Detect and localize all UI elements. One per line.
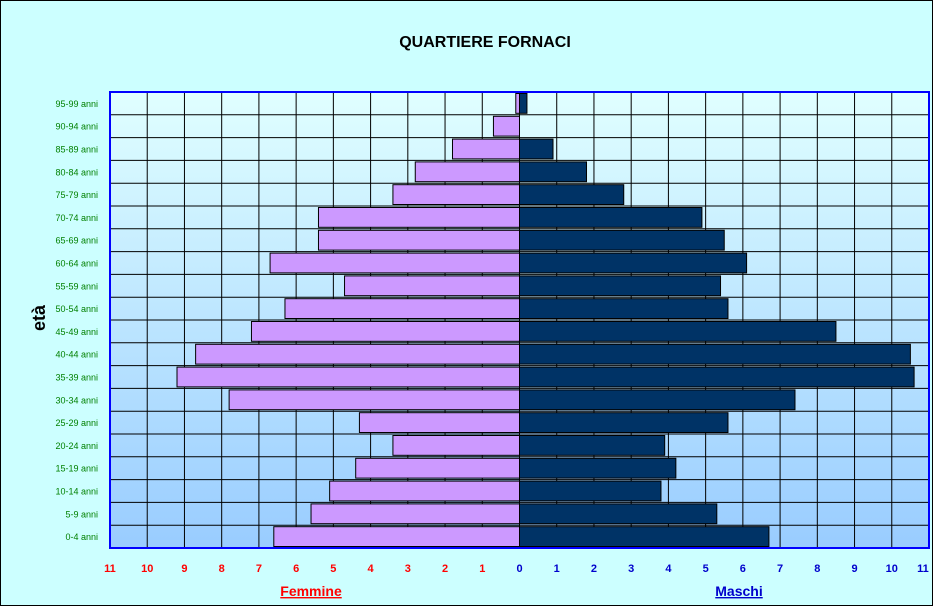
bar-maschi-20-24-anni (519, 435, 666, 456)
bar-femmine-20-24-anni (392, 435, 520, 456)
x-tick-labels: 11 10 9 8 7 6 5 4 3 2 1 0 1 2 3 4 5 6 7 8 9 10 11 (104, 563, 929, 575)
category-label: 60-64 anni (55, 259, 98, 269)
x-tick-label-right: 10 (886, 563, 898, 575)
x-tick-label-right: 3 (628, 563, 634, 575)
category-label: 35-39 anni (55, 373, 98, 383)
category-label: 25-29 anni (55, 418, 98, 428)
bar-femmine-0-4-anni (273, 526, 520, 548)
x-tick-label-right: 7 (777, 563, 783, 575)
x-tick-label-left: 7 (256, 563, 262, 575)
x-tick-label-right: 11 (917, 563, 929, 575)
bar-maschi-55-59-anni (519, 275, 722, 297)
bar-femmine-50-54-anni (284, 298, 520, 320)
grid-lines (110, 92, 929, 548)
bar-femmine-55-59-anni (344, 275, 521, 297)
category-label: 70-74 anni (55, 213, 98, 223)
plot-border (109, 91, 930, 549)
bar-maschi-50-54-anni (519, 298, 729, 320)
bar-maschi-35-39-anni (519, 366, 915, 388)
category-label: 20-24 anni (55, 441, 98, 451)
x-tick-label-right: 5 (703, 563, 709, 575)
bar-maschi-60-64-anni (519, 252, 748, 274)
category-label: 50-54 anni (55, 304, 98, 314)
x-tick-label-right: 8 (814, 563, 820, 575)
category-label: 10-14 anni (55, 487, 98, 497)
bar-maschi-30-34-anni (519, 389, 796, 411)
y-axis-label: età (29, 304, 49, 331)
bar-maschi-0-4-anni (519, 526, 770, 548)
category-label: 0-4 anni (65, 532, 98, 542)
x-tick-label-right: 1 (554, 563, 560, 575)
bar-femmine-60-64-anni (269, 252, 520, 274)
x-tick-label-left: 10 (141, 563, 153, 575)
bar-maschi-25-29-anni (519, 412, 729, 434)
bar-maschi-85-89-anni (519, 138, 554, 160)
category-label: 65-69 anni (55, 236, 98, 246)
x-tick-label-left: 8 (219, 563, 225, 575)
bar-femmine-90-94-anni (492, 115, 521, 137)
bar-maschi-15-19-anni (519, 457, 677, 479)
bar-maschi-40-44-anni (519, 343, 911, 365)
bar-femmine-35-39-anni (176, 366, 520, 388)
category-label: 75-79 anni (55, 190, 98, 200)
category-label: 5-9 anni (65, 509, 98, 519)
bar-femmine-75-79-anni (392, 184, 520, 205)
x-tick-label-right: 2 (591, 563, 597, 575)
bar-femmine-40-44-anni (195, 343, 520, 365)
category-label: 30-34 anni (55, 395, 98, 405)
x-tick-label-left: 2 (442, 563, 448, 575)
bar-maschi-70-74-anni (519, 207, 703, 228)
x-tick-label-left: 9 (181, 563, 187, 575)
bar-femmine-30-34-anni (228, 389, 521, 411)
x-tick-label-right: 0 (516, 563, 522, 575)
bar-femmine-65-69-anni (317, 229, 520, 251)
x-tick-label-right: 4 (665, 563, 672, 575)
x-tick-label-left: 3 (405, 563, 411, 575)
x-tick-label-left: 1 (479, 563, 485, 575)
category-label: 80-84 anni (55, 167, 98, 177)
category-label: 95-99 anni (55, 99, 98, 109)
bar-femmine-15-19-anni (355, 457, 521, 479)
category-label: 15-19 anni (55, 464, 98, 474)
x-tick-label-left: 6 (293, 563, 299, 575)
bar-femmine-5-9-anni (310, 503, 521, 525)
bar-femmine-70-74-anni (317, 207, 520, 228)
x-tick-label-right: 6 (740, 563, 746, 575)
x-tick-label-left: 11 (104, 563, 116, 575)
category-label: 55-59 anni (55, 281, 98, 291)
bar-femmine-25-29-anni (358, 412, 520, 434)
bar-femmine-85-89-anni (451, 138, 520, 160)
category-label: 40-44 anni (55, 350, 98, 360)
bar-femmine-95-99-anni (515, 93, 521, 114)
category-label: 45-49 anni (55, 327, 98, 337)
x-tick-label-right: 9 (851, 563, 857, 575)
category-labels: 0-4 anni 5-9 anni 10-14 anni 15-19 anni 20-2… (55, 99, 98, 542)
bar-maschi-65-69-anni (519, 229, 725, 251)
category-label: 90-94 anni (55, 122, 98, 132)
bar-femmine-80-84-anni (414, 161, 521, 183)
bar-femmine-45-49-anni (250, 321, 521, 342)
bar-maschi-10-14-anni (519, 480, 662, 502)
chart-title: QUARTIERE FORNACI (399, 34, 571, 51)
x-tick-label-left: 5 (330, 563, 336, 575)
x-tick-label-left: 4 (368, 563, 375, 575)
bar-maschi-45-49-anni (519, 321, 837, 342)
category-label: 85-89 anni (55, 145, 98, 155)
bar-maschi-95-99-anni (519, 93, 528, 114)
bars (176, 93, 915, 548)
bar-femmine-10-14-anni (329, 480, 520, 502)
bar-maschi-5-9-anni (519, 503, 718, 525)
bar-maschi-75-79-anni (519, 184, 625, 205)
femmine-label: Femmine (280, 583, 342, 599)
bar-maschi-80-84-anni (519, 161, 588, 183)
maschi-label: Maschi (715, 583, 762, 599)
